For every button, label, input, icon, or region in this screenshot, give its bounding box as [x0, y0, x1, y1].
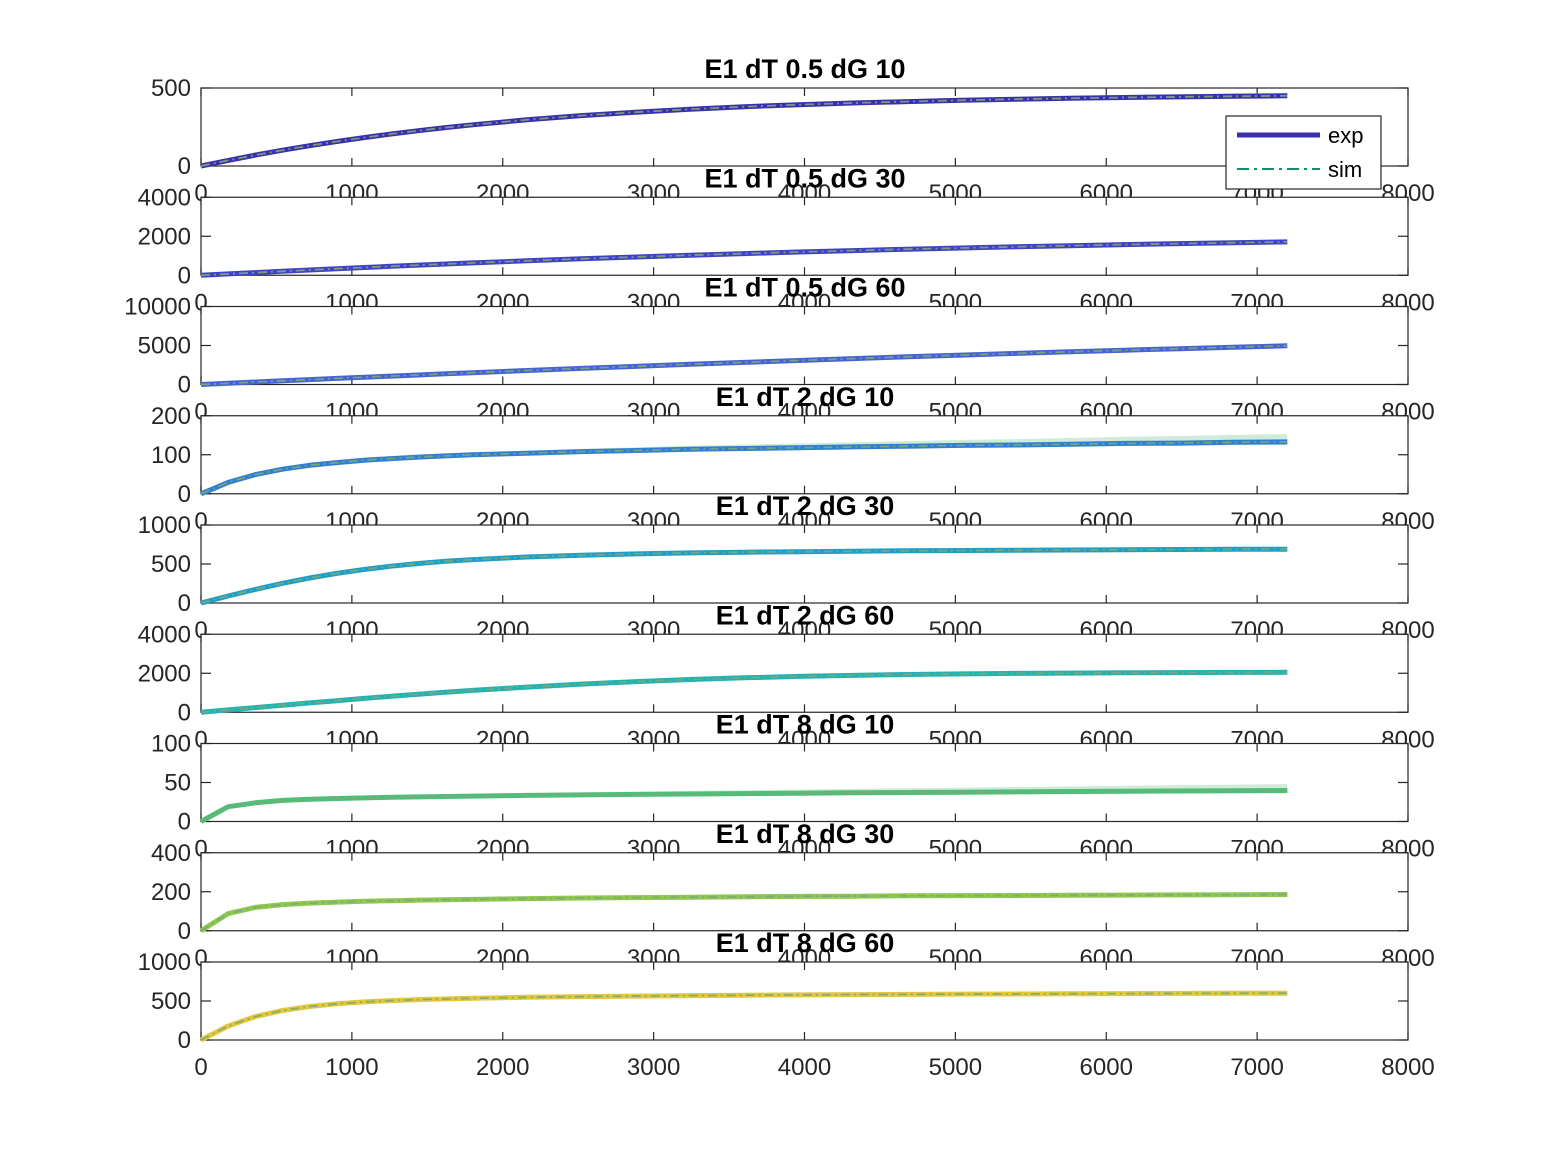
sim-line — [200, 671, 1288, 714]
axes-box — [200, 196, 1409, 276]
x-tick-label: 1000 — [325, 1054, 378, 1081]
y-tick-label: 0 — [178, 590, 191, 617]
subplot-title: E1 dT 0.5 dG 10 — [704, 54, 905, 84]
sim-line — [200, 789, 1288, 823]
legend-box — [1225, 115, 1382, 190]
axes-box — [200, 742, 1409, 823]
y-tick-label: 500 — [151, 75, 191, 102]
y-tick-label: 0 — [178, 481, 191, 508]
sim-line — [200, 441, 1288, 495]
y-tick-label: 100 — [151, 442, 191, 469]
y-tick-label: 50 — [164, 770, 191, 797]
x-tick-label: 0 — [194, 1054, 207, 1081]
axes-box — [200, 415, 1409, 495]
sim-line — [200, 344, 1288, 386]
subplot-title: E1 dT 8 dG 30 — [716, 819, 895, 849]
x-tick-label: 5000 — [929, 1054, 982, 1081]
y-tick-label: 10000 — [124, 294, 191, 321]
x-tick-label: 6000 — [1080, 1054, 1133, 1081]
subplot-title: E1 dT 2 dG 60 — [716, 600, 895, 630]
legend-sim-label: sim — [1328, 157, 1362, 182]
x-tick-label: 4000 — [778, 1054, 831, 1081]
y-tick-label: 2000 — [138, 223, 191, 250]
y-tick-label: 0 — [178, 262, 191, 289]
axes-box — [200, 87, 1409, 167]
x-tick-label: 2000 — [476, 1054, 529, 1081]
subplot-9: 0 500 1000 0 1000 2000 3000 4000 5000 6000 7000 800… — [138, 949, 1435, 1081]
y-tick-label: 500 — [151, 988, 191, 1015]
y-tick-label: 500 — [151, 551, 191, 578]
subplot-title: E1 dT 2 dG 10 — [716, 382, 895, 412]
y-tick-label: 200 — [151, 879, 191, 906]
y-tick-label: 4000 — [138, 621, 191, 648]
subplot-title: E1 dT 8 dG 10 — [716, 710, 895, 740]
y-tick-label: 400 — [151, 840, 191, 867]
subplot-title: E1 dT 0.5 dG 60 — [704, 273, 905, 303]
y-tick-label: 0 — [178, 1027, 191, 1054]
sim-line — [200, 992, 1288, 1041]
axes-box — [200, 524, 1409, 604]
legend-exp-label: exp — [1328, 123, 1363, 148]
subplot-title: E1 dT 8 dG 60 — [716, 928, 895, 958]
y-tick-label: 0 — [178, 699, 191, 726]
sim-line — [200, 548, 1288, 604]
y-tick-label: 1000 — [138, 949, 191, 976]
sim-line — [200, 94, 1288, 167]
y-tick-label: 2000 — [138, 660, 191, 687]
subplot-title: E1 dT 0.5 dG 30 — [704, 163, 905, 193]
y-tick-label: 5000 — [138, 333, 191, 360]
axes-box — [200, 852, 1409, 932]
y-tick-label: 0 — [178, 918, 191, 945]
sim-line — [200, 893, 1288, 932]
y-tick-label: 1000 — [138, 512, 191, 539]
x-tick-label: 3000 — [627, 1054, 680, 1081]
y-tick-label: 0 — [178, 809, 191, 836]
y-tick-label: 100 — [151, 731, 191, 758]
y-tick-label: 4000 — [138, 184, 191, 211]
y-tick-label: 0 — [178, 372, 191, 399]
y-tick-label: 200 — [151, 403, 191, 430]
sim-line — [200, 241, 1288, 277]
legend: exp sim — [1225, 115, 1382, 190]
x-tick-label: 8000 — [1381, 1054, 1434, 1081]
subplot-title: E1 dT 2 dG 30 — [716, 491, 895, 521]
y-tick-label: 0 — [178, 153, 191, 180]
x-tick-label: 7000 — [1230, 1054, 1283, 1081]
